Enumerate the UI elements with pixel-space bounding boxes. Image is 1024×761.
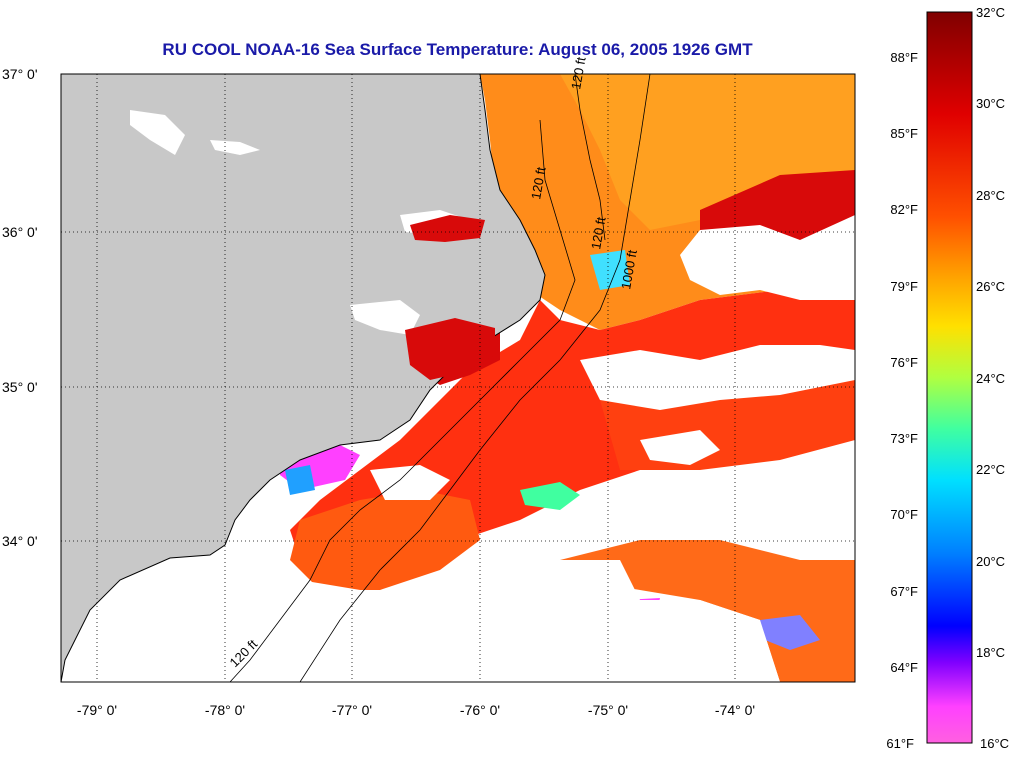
colorbar-f-label: 67°F: [890, 584, 918, 599]
colorbar-f-label: 79°F: [890, 279, 918, 294]
colorbar-f-label: 64°F: [890, 660, 918, 675]
colorbar-f-label: 70°F: [890, 507, 918, 522]
cloud-5: [640, 430, 720, 465]
cloud-2: [580, 345, 855, 410]
colorbar-c-label: 30°C: [976, 96, 1005, 111]
lat-label: 36° 0': [2, 224, 38, 240]
sst-warm-south: [290, 490, 480, 590]
contour-label: 1000 ft: [618, 248, 640, 290]
river-upper-2: [210, 140, 260, 155]
pamlico-sound-water: [405, 318, 495, 380]
cloud-3: [61, 555, 780, 682]
lon-label: -76° 0': [460, 702, 500, 718]
colorbar-c-label: 32°C: [976, 5, 1005, 20]
contour-120ft-2: [574, 74, 606, 241]
colorbar-f-label: 76°F: [890, 355, 918, 370]
lat-label: 35° 0': [2, 379, 38, 395]
cloud-4: [370, 465, 450, 500]
graticule: [61, 73, 855, 682]
contour-label: 120 ft: [568, 56, 588, 91]
contour-label: 120 ft: [588, 216, 608, 251]
colorbar-c-label: 24°C: [976, 371, 1005, 386]
lon-label: -79° 0': [77, 702, 117, 718]
colorbar-f-label: 82°F: [890, 202, 918, 217]
colorbar-f-label: 85°F: [890, 126, 918, 141]
albemarle-sound-water: [410, 215, 485, 242]
map-area: [61, 74, 855, 682]
river-upper: [130, 110, 185, 155]
lon-label: -77° 0': [332, 702, 372, 718]
lon-label: -74° 0': [715, 702, 755, 718]
lon-label: -75° 0': [588, 702, 628, 718]
lat-label: 34° 0': [2, 533, 38, 549]
contour-1000ft: [299, 74, 651, 682]
lon-label: -78° 0': [205, 702, 245, 718]
colorbar-c-label: 18°C: [976, 645, 1005, 660]
colorbar-c-label: 26°C: [976, 279, 1005, 294]
colorbar-c-label: 28°C: [976, 188, 1005, 203]
contour-120ft: [229, 119, 576, 682]
colorbar-c-label: 20°C: [976, 554, 1005, 569]
cloud-1: [680, 215, 855, 300]
colorbar-f-label: 61°F: [886, 736, 914, 751]
colorbar-f-label: 88°F: [890, 50, 918, 65]
lat-label: 37° 0': [2, 66, 38, 82]
sst-cool-2: [285, 465, 315, 495]
contour-label: 120 ft: [528, 166, 548, 201]
sst-cool-7: [520, 482, 580, 510]
river-pamlico: [350, 300, 420, 335]
colorbar-c-label: 16°C: [980, 736, 1009, 751]
colorbar: [926, 11, 973, 744]
colorbar-c-label: 22°C: [976, 462, 1005, 477]
sst-cool-9: [760, 615, 820, 650]
map-frame: [60, 73, 856, 683]
colorbar-f-label: 73°F: [890, 431, 918, 446]
map-title: RU COOL NOAA-16 Sea Surface Temperature:…: [162, 40, 753, 59]
